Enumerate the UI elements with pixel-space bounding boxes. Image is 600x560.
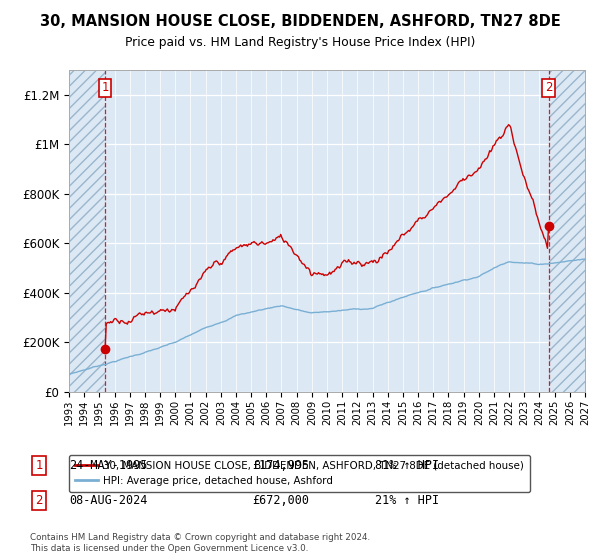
Legend: 30, MANSION HOUSE CLOSE, BIDDENDEN, ASHFORD, TN27 8DE (detached house), HPI: Ave: 30, MANSION HOUSE CLOSE, BIDDENDEN, ASHF… bbox=[69, 455, 530, 492]
Text: 1: 1 bbox=[101, 81, 109, 94]
Text: 81% ↑ HPI: 81% ↑ HPI bbox=[375, 459, 439, 473]
Bar bbox=[69, 70, 105, 392]
Text: 2: 2 bbox=[545, 81, 553, 94]
Bar bbox=[548, 70, 585, 392]
Text: Price paid vs. HM Land Registry's House Price Index (HPI): Price paid vs. HM Land Registry's House … bbox=[125, 36, 475, 49]
Text: £174,995: £174,995 bbox=[252, 459, 309, 473]
Text: 1: 1 bbox=[35, 459, 43, 473]
Text: 24-MAY-1995: 24-MAY-1995 bbox=[69, 459, 148, 473]
Text: 08-AUG-2024: 08-AUG-2024 bbox=[69, 494, 148, 507]
Text: 21% ↑ HPI: 21% ↑ HPI bbox=[375, 494, 439, 507]
Text: £672,000: £672,000 bbox=[252, 494, 309, 507]
Text: 30, MANSION HOUSE CLOSE, BIDDENDEN, ASHFORD, TN27 8DE: 30, MANSION HOUSE CLOSE, BIDDENDEN, ASHF… bbox=[40, 14, 560, 29]
Text: Contains HM Land Registry data © Crown copyright and database right 2024.
This d: Contains HM Land Registry data © Crown c… bbox=[30, 533, 370, 553]
Text: 2: 2 bbox=[35, 494, 43, 507]
